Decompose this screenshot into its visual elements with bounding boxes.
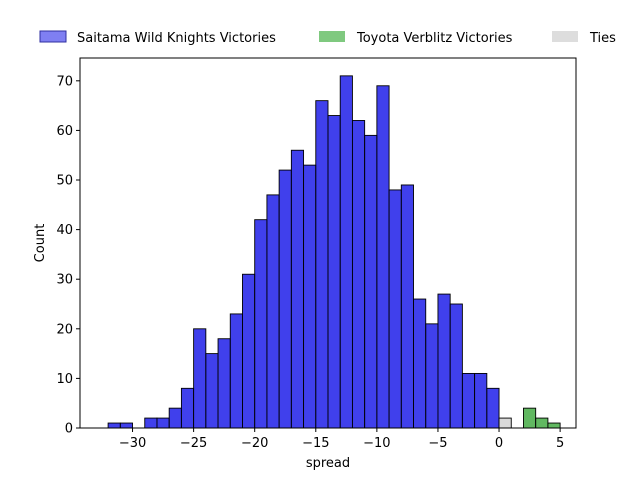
bar-saitama--7 [413, 298, 427, 429]
bar-saitama--21 [242, 273, 256, 429]
y-tick-label: 60 [56, 124, 73, 139]
bar-saitama--20 [254, 219, 268, 429]
legend-label-ties: Ties [589, 31, 616, 46]
legend: Saitama Wild Knights Victories Toyota Ve… [39, 30, 616, 46]
bar-saitama--9 [388, 189, 402, 429]
y-tick-label: 30 [56, 273, 73, 288]
bar-saitama--18 [278, 169, 292, 429]
x-tick-label: 5 [556, 436, 564, 451]
x-tick-label: −30 [119, 436, 146, 451]
x-tick-label: −20 [241, 436, 268, 451]
x-axis-label: spread [306, 456, 350, 471]
bar-saitama--4 [449, 303, 463, 429]
bar-saitama--8 [400, 184, 414, 429]
bar-saitama--28 [156, 417, 170, 429]
x-tick-label: 0 [495, 436, 503, 451]
bar-saitama--25 [193, 328, 207, 429]
bar-saitama--29 [144, 417, 158, 429]
plot-frame [79, 57, 577, 429]
legend-swatch-toyota [319, 31, 345, 42]
x-tick-label: −15 [302, 436, 329, 451]
y-tick-label: 40 [56, 223, 73, 238]
y-tick-label: 50 [56, 174, 73, 189]
legend-swatch-saitama [39, 30, 67, 43]
bar-saitama--27 [168, 407, 182, 429]
bar-toyota-4 [547, 422, 561, 429]
bar-saitama--3 [461, 372, 476, 429]
bar-saitama--23 [217, 338, 231, 429]
bar-saitama--5 [437, 293, 451, 429]
y-tick-label: 70 [56, 74, 73, 89]
y-axis-label: Count [33, 224, 48, 263]
bar-toyota-3 [535, 417, 549, 429]
bar-saitama--15 [315, 100, 329, 429]
legend-label-saitama: Saitama Wild Knights Victories [77, 31, 276, 46]
x-tick-label: −5 [428, 436, 447, 451]
bar-saitama--16 [303, 164, 317, 429]
bar-saitama--1 [486, 387, 500, 429]
bar-saitama--22 [229, 313, 243, 429]
bar-saitama--24 [205, 353, 219, 429]
y-tick-label: 0 [65, 422, 73, 437]
bar-saitama--19 [266, 194, 280, 429]
bar-saitama--6 [425, 323, 439, 429]
bar-saitama--2 [474, 372, 488, 429]
y-tick-label: 10 [56, 372, 73, 387]
x-tick-label: −25 [180, 436, 207, 451]
y-axis-ticks: 0 10 20 30 40 50 60 70 [56, 74, 80, 437]
legend-swatch-ties [552, 31, 578, 42]
bar-saitama--11 [364, 134, 378, 429]
bar-ties-0 [498, 417, 512, 429]
bar-saitama--10 [376, 85, 390, 429]
bar-saitama--32 [107, 422, 121, 429]
bar-saitama--12 [351, 120, 366, 429]
x-axis-ticks: −30 −25 −20 −15 −10 −5 0 5 [119, 428, 564, 451]
bar-saitama--17 [290, 149, 305, 429]
y-tick-label: 20 [56, 322, 73, 337]
bar-saitama--31 [119, 422, 133, 429]
bar-saitama--14 [327, 115, 341, 429]
x-tick-label: −10 [363, 436, 390, 451]
bar-toyota-2 [523, 407, 537, 429]
legend-label-toyota: Toyota Verblitz Victories [356, 31, 513, 46]
bar-saitama--13 [339, 75, 353, 429]
bars-group [107, 75, 561, 429]
bar-saitama--26 [180, 387, 195, 429]
